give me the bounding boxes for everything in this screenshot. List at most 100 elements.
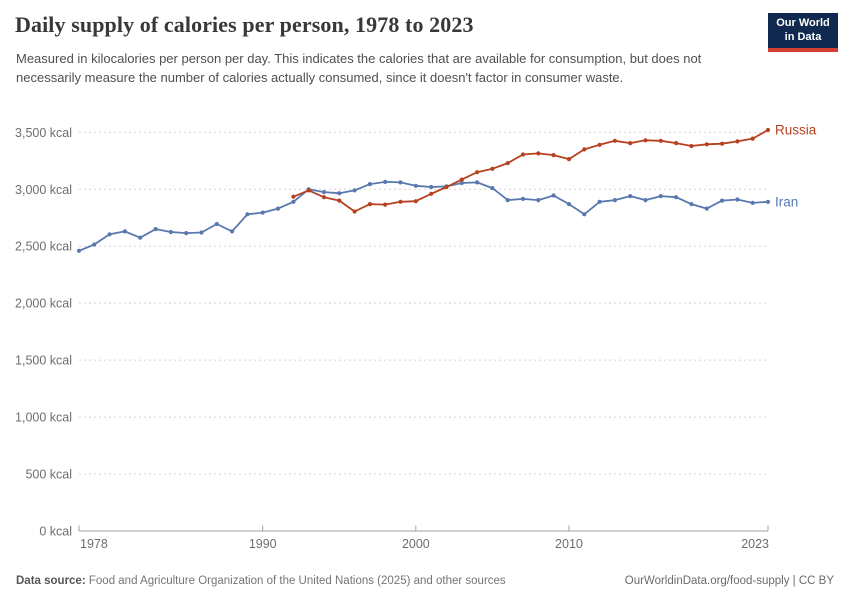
data-point-russia-2003[interactable] bbox=[459, 177, 464, 182]
data-source-note: Data source: Food and Agriculture Organi… bbox=[16, 575, 506, 587]
data-point-iran-2001[interactable] bbox=[429, 184, 434, 190]
data-point-iran-2006[interactable] bbox=[505, 198, 510, 203]
data-point-russia-2002[interactable] bbox=[444, 184, 449, 190]
data-point-iran-2012[interactable] bbox=[597, 199, 602, 204]
data-point-iran-2015[interactable] bbox=[643, 198, 648, 203]
data-point-russia-2023[interactable] bbox=[765, 127, 771, 133]
data-point-russia-1993[interactable] bbox=[306, 188, 311, 193]
data-point-iran-1986[interactable] bbox=[199, 230, 204, 235]
y-tick-label-3000: 3,000 kcal bbox=[15, 183, 72, 197]
series-line-russia[interactable] bbox=[293, 129, 769, 213]
data-source-text: Food and Agriculture Organization of the… bbox=[88, 575, 506, 587]
data-point-iran-2003[interactable] bbox=[459, 180, 464, 186]
data-point-russia-2013[interactable] bbox=[612, 138, 618, 143]
data-point-iran-1999[interactable] bbox=[398, 180, 403, 185]
data-point-iran-1981[interactable] bbox=[122, 229, 127, 234]
data-point-iran-1992[interactable] bbox=[291, 199, 296, 204]
data-point-iran-1987[interactable] bbox=[214, 221, 219, 227]
data-point-iran-2010[interactable] bbox=[566, 202, 572, 207]
data-point-iran-2013[interactable] bbox=[612, 198, 618, 203]
data-point-russia-2020[interactable] bbox=[720, 141, 725, 146]
data-point-russia-1997[interactable] bbox=[367, 202, 372, 207]
data-point-russia-2019[interactable] bbox=[704, 142, 709, 147]
data-point-russia-1995[interactable] bbox=[337, 198, 342, 203]
data-point-russia-2000[interactable] bbox=[413, 199, 418, 204]
data-point-iran-2016[interactable] bbox=[658, 194, 663, 199]
x-tick-label-2010: 2010 bbox=[555, 537, 583, 551]
owid-logo[interactable]: Our World in Data bbox=[768, 13, 838, 52]
data-point-iran-1979[interactable] bbox=[92, 242, 97, 247]
series-label-russia[interactable]: Russia bbox=[775, 123, 817, 138]
data-point-russia-2017[interactable] bbox=[674, 141, 679, 146]
data-point-russia-2014[interactable] bbox=[628, 141, 633, 146]
data-point-russia-2016[interactable] bbox=[658, 138, 663, 143]
data-point-russia-1999[interactable] bbox=[398, 199, 403, 204]
data-point-iran-1996[interactable] bbox=[352, 188, 357, 193]
data-point-russia-2022[interactable] bbox=[750, 136, 755, 141]
data-point-iran-2017[interactable] bbox=[674, 195, 679, 200]
data-point-iran-2018[interactable] bbox=[689, 202, 694, 207]
data-point-russia-2015[interactable] bbox=[643, 138, 648, 143]
data-point-iran-1991[interactable] bbox=[275, 206, 281, 211]
data-point-iran-1997[interactable] bbox=[367, 182, 372, 187]
series-line-iran[interactable] bbox=[78, 180, 769, 252]
y-tick-label-500: 500 kcal bbox=[25, 468, 72, 482]
data-point-iran-2005[interactable] bbox=[490, 186, 495, 191]
y-tick-label-3500: 3,500 kcal bbox=[15, 126, 72, 140]
data-point-iran-1984[interactable] bbox=[168, 229, 173, 235]
data-point-iran-2000[interactable] bbox=[413, 183, 418, 188]
data-point-russia-2008[interactable] bbox=[536, 151, 541, 156]
x-tick-label-2000: 2000 bbox=[402, 537, 430, 551]
data-point-russia-1996[interactable] bbox=[352, 209, 357, 214]
chart-footer: Data source: Food and Agriculture Organi… bbox=[16, 575, 834, 587]
x-tick-label-2023: 2023 bbox=[741, 537, 769, 551]
data-point-russia-2005[interactable] bbox=[490, 166, 495, 171]
data-point-russia-2006[interactable] bbox=[505, 161, 510, 166]
data-point-russia-2009[interactable] bbox=[551, 153, 556, 158]
data-point-iran-2019[interactable] bbox=[704, 206, 709, 211]
data-point-iran-2009[interactable] bbox=[551, 193, 556, 198]
data-point-russia-1998[interactable] bbox=[383, 202, 388, 207]
owid-link[interactable]: OurWorldinData.org/food-supply | CC BY bbox=[624, 575, 834, 587]
data-point-russia-2004[interactable] bbox=[475, 170, 480, 175]
x-tick-label-1990: 1990 bbox=[249, 537, 277, 551]
data-point-russia-2001[interactable] bbox=[429, 191, 434, 196]
data-point-russia-1992[interactable] bbox=[291, 194, 296, 199]
data-point-iran-1988[interactable] bbox=[230, 229, 235, 234]
data-point-russia-1994[interactable] bbox=[321, 195, 327, 200]
series-label-iran[interactable]: Iran bbox=[775, 194, 798, 209]
data-point-russia-2018[interactable] bbox=[689, 143, 694, 149]
data-point-iran-2023[interactable] bbox=[765, 199, 771, 204]
data-point-iran-1985[interactable] bbox=[184, 231, 189, 236]
data-point-iran-1983[interactable] bbox=[153, 227, 158, 232]
data-point-iran-1982[interactable] bbox=[138, 235, 143, 240]
x-tick-label-1978: 1978 bbox=[80, 537, 108, 551]
owid-logo-line1: Our World bbox=[776, 16, 830, 29]
data-point-russia-2007[interactable] bbox=[520, 152, 526, 157]
data-point-russia-2011[interactable] bbox=[582, 147, 587, 152]
data-point-iran-2004[interactable] bbox=[475, 180, 480, 185]
data-point-iran-1998[interactable] bbox=[383, 179, 388, 184]
data-point-iran-1989[interactable] bbox=[245, 212, 250, 217]
chart-plot-area[interactable] bbox=[79, 124, 768, 531]
owid-logo-line2: in Data bbox=[784, 30, 822, 43]
data-point-iran-2011[interactable] bbox=[582, 212, 587, 217]
data-point-iran-2022[interactable] bbox=[750, 200, 755, 205]
data-point-russia-2012[interactable] bbox=[597, 142, 602, 147]
data-point-iran-1990[interactable] bbox=[260, 210, 265, 215]
y-tick-label-0: 0 kcal bbox=[39, 525, 72, 539]
data-point-iran-2008[interactable] bbox=[536, 198, 541, 203]
data-point-iran-2021[interactable] bbox=[735, 197, 740, 202]
data-point-iran-2020[interactable] bbox=[720, 198, 725, 203]
data-point-iran-1995[interactable] bbox=[337, 191, 342, 196]
data-point-russia-2010[interactable] bbox=[566, 157, 572, 162]
data-point-iran-1994[interactable] bbox=[321, 190, 327, 195]
data-point-iran-1978[interactable] bbox=[76, 248, 82, 253]
data-point-iran-1980[interactable] bbox=[107, 232, 112, 237]
data-point-iran-2007[interactable] bbox=[520, 196, 526, 201]
data-point-iran-2014[interactable] bbox=[628, 194, 633, 199]
data-point-russia-2021[interactable] bbox=[735, 139, 740, 144]
y-tick-label-1000: 1,000 kcal bbox=[15, 411, 72, 425]
